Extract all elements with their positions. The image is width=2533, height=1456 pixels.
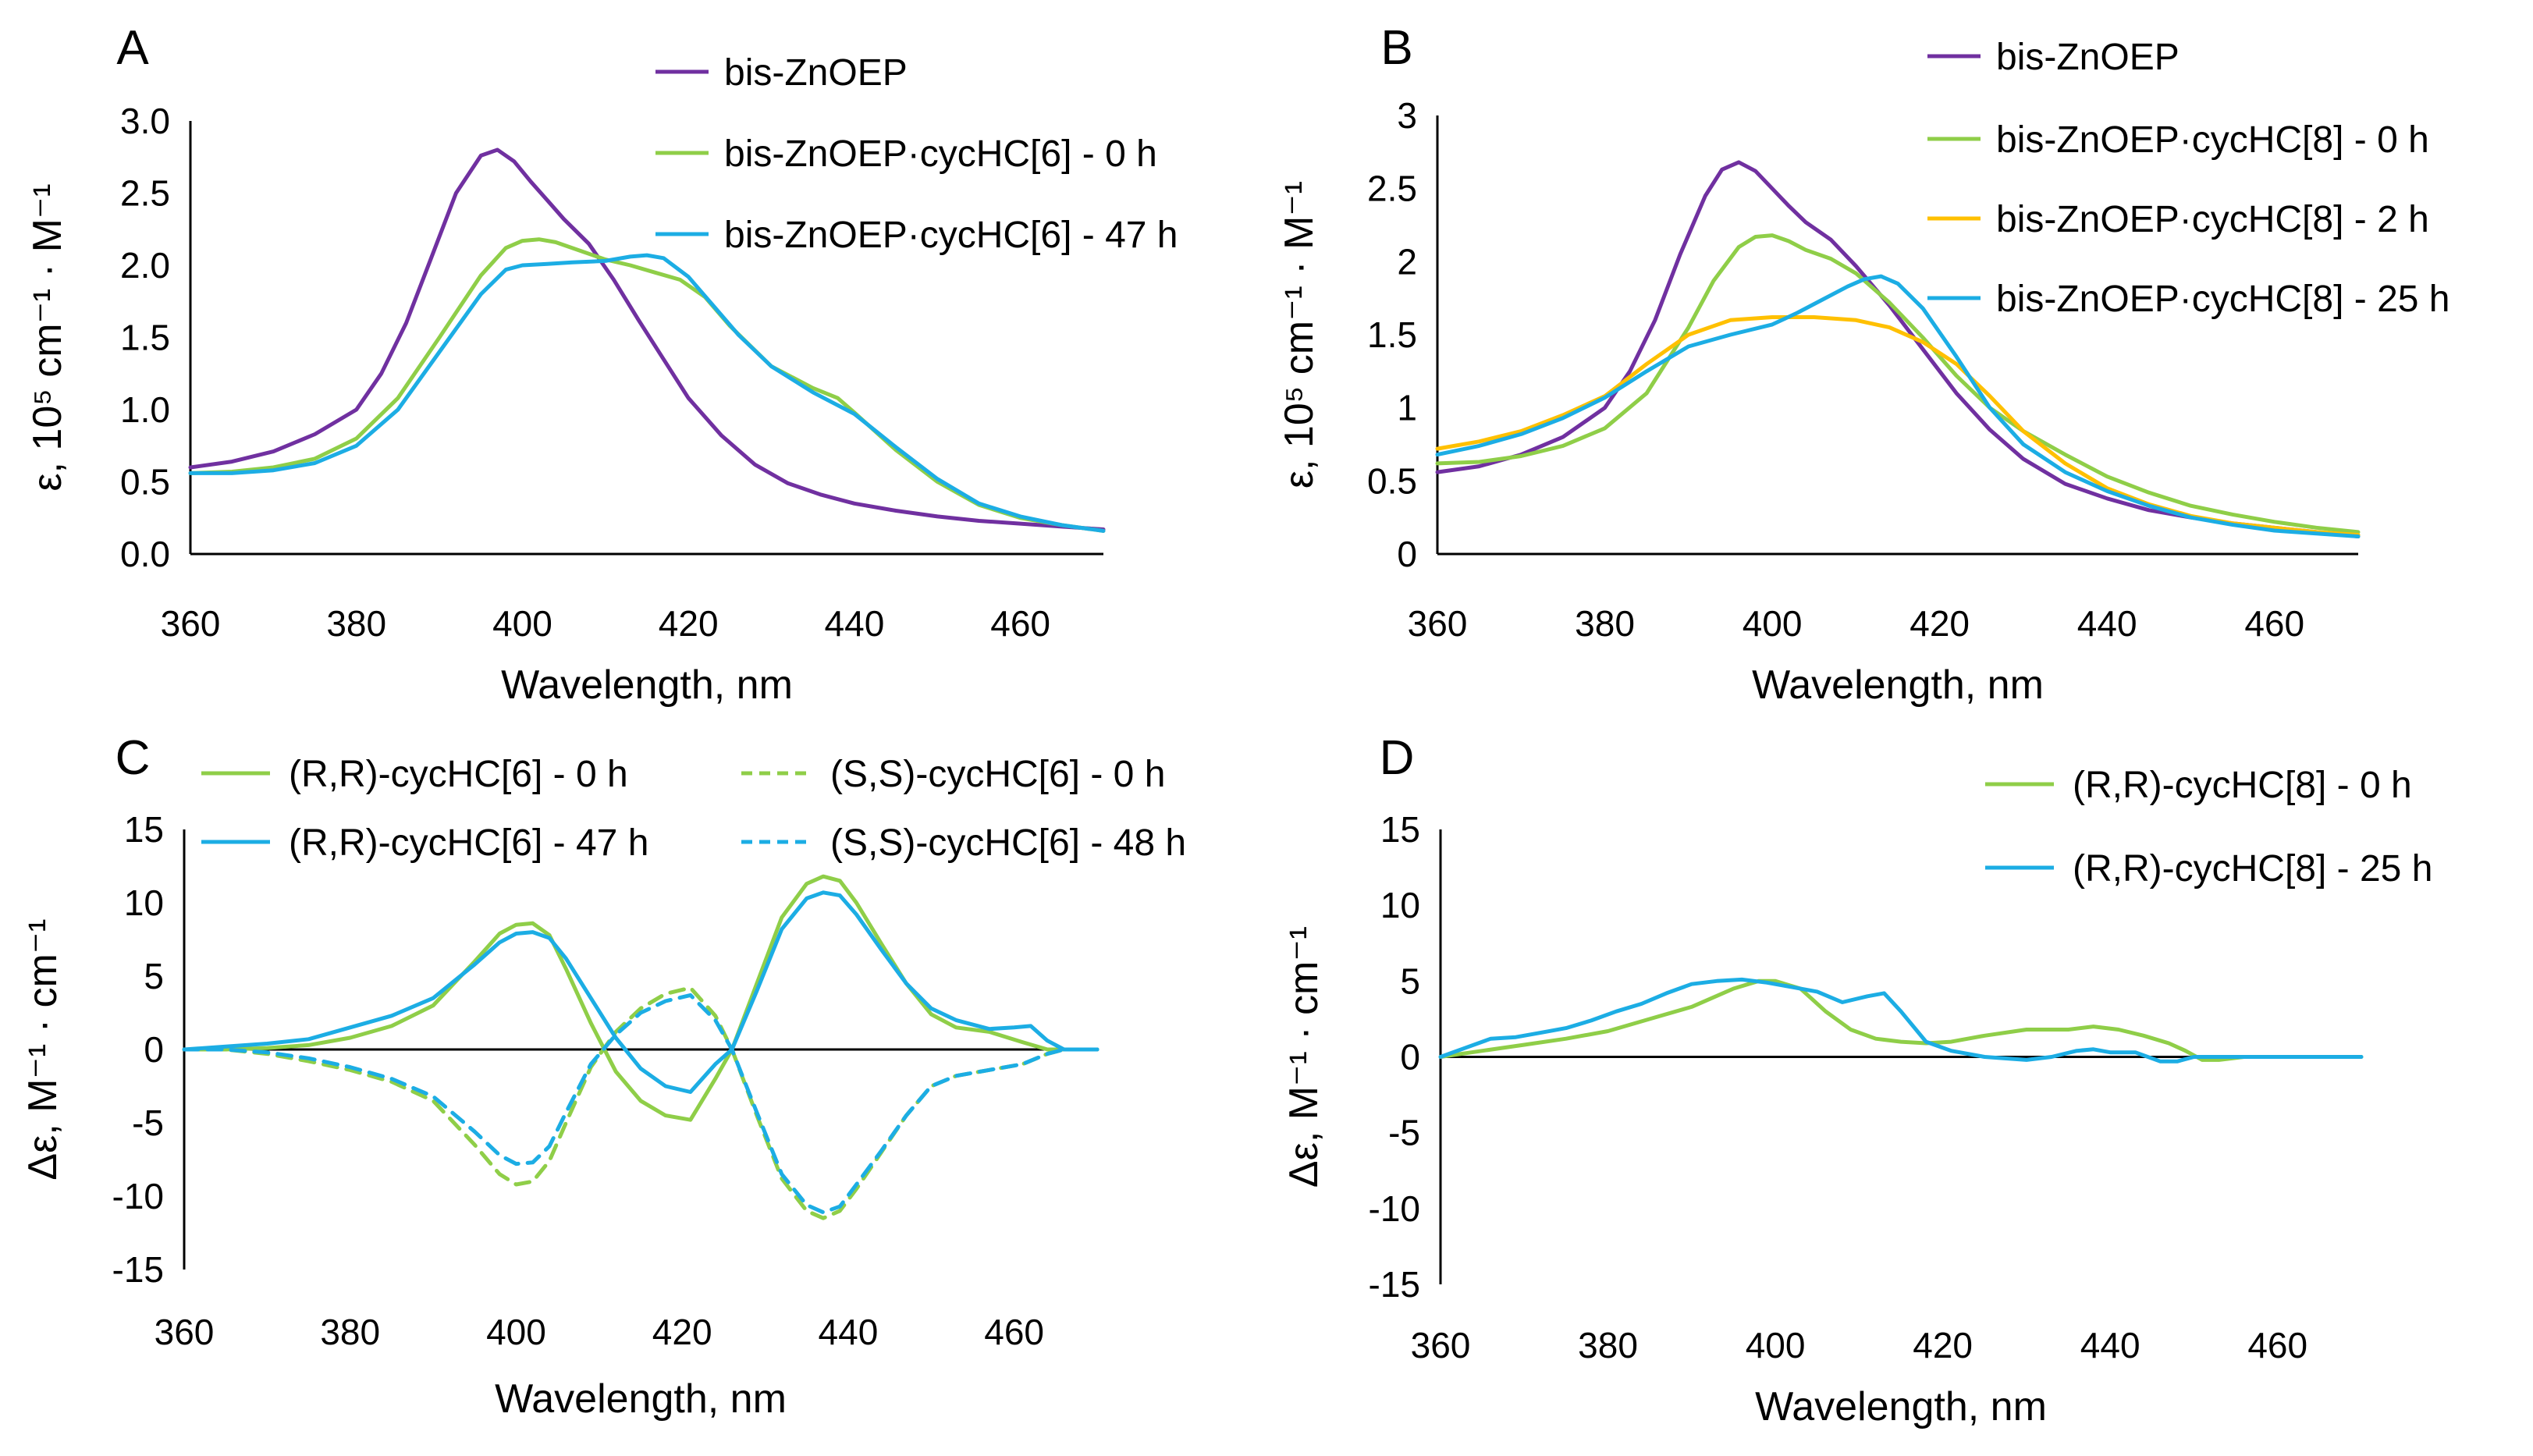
x-tick-label: 380: [320, 1312, 380, 1352]
panel-c: C -15 -10 -5 0 5 10 15 360 380 400 420 440 460 Wavelen…: [20, 731, 1186, 1422]
x-tick-label: 460: [2247, 1325, 2307, 1365]
y-tick-label: 0: [1400, 1037, 1420, 1078]
y-axis-label: Δε, M⁻¹ · cm⁻¹: [1281, 926, 1327, 1188]
legend-entry: bis-ZnOEP·cycHC[6] - 47 h: [724, 215, 1178, 256]
panels: A 0.0 0.5 1.0 1.5 2.0 2.5 3.0 360 380 400 420 440 460…: [20, 21, 2450, 1429]
x-tick-label: 420: [1910, 603, 1970, 644]
x-tick-label: 360: [1408, 603, 1468, 644]
panel-a: A 0.0 0.5 1.0 1.5 2.0 2.5 3.0 360 380 400 420 440 460…: [25, 21, 1178, 708]
x-tick-label: 420: [659, 603, 719, 644]
x-tick-label: 420: [1913, 1325, 1973, 1365]
x-axis-label: Wavelength, nm: [1755, 1384, 2047, 1429]
y-axis-label: Δε, M⁻¹ · cm⁻¹: [20, 918, 66, 1180]
legend-entry: (R,R)-cycHC[8] - 25 h: [2073, 848, 2432, 890]
y-tick-label: 10: [1380, 885, 1420, 925]
x-tick-label: 360: [161, 603, 221, 644]
legend-entry: (R,R)-cycHC[6] - 47 h: [289, 822, 648, 864]
y-tick-label: -5: [1388, 1113, 1420, 1153]
series-line-4: [1435, 274, 2361, 538]
y-tick-label: 1: [1397, 388, 1417, 428]
x-tick-label: 400: [1743, 603, 1803, 644]
legend-entry: bis-ZnOEP: [724, 52, 908, 94]
x-tick-label: 440: [2077, 603, 2137, 644]
y-tick-label: -15: [112, 1249, 164, 1290]
series-line-4: [182, 993, 1100, 1215]
series-line-2: [1438, 977, 2364, 1064]
y-tick-label: 1.5: [120, 318, 170, 358]
y-tick-label: 2: [1397, 241, 1417, 282]
x-tick-label: 420: [652, 1312, 712, 1352]
x-axis-label: Wavelength, nm: [501, 662, 793, 708]
y-tick-label: 3: [1397, 95, 1417, 136]
y-tick-label: 2.5: [1367, 169, 1417, 209]
x-tick-label: 380: [1575, 603, 1635, 644]
y-tick-label: -5: [132, 1103, 164, 1143]
y-tick-label: 1.5: [1367, 314, 1417, 355]
y-tick-label: -10: [1369, 1188, 1420, 1229]
x-axis-label: Wavelength, nm: [495, 1376, 787, 1422]
panel-d: D -15 -10 -5 0 5 10 15 360 380 400 420 440 460 Wavelen…: [1281, 731, 2432, 1429]
y-axis-label: ε, 10⁵ cm⁻¹ · M⁻¹: [1277, 181, 1322, 488]
panel-letter: A: [116, 21, 149, 75]
y-tick-label: 0.5: [1367, 460, 1417, 501]
legend-entry: bis-ZnOEP·cycHC[8] - 2 h: [1996, 199, 2429, 240]
y-tick-label: 5: [1400, 961, 1420, 1001]
panel-b: B 0 0.5 1 1.5 2 2.5 3 360 380 400 420 440 460 Waveleng…: [1277, 21, 2450, 708]
y-tick-label: 0.0: [120, 534, 170, 574]
y-tick-label: 15: [124, 809, 164, 850]
y-tick-label: 0.5: [120, 462, 170, 502]
y-tick-label: -15: [1369, 1264, 1420, 1305]
legend-entry: (R,R)-cycHC[6] - 0 h: [289, 754, 628, 795]
y-tick-label: 2.0: [120, 245, 170, 286]
x-tick-label: 380: [1578, 1325, 1638, 1365]
legend-entry: bis-ZnOEP: [1996, 37, 2180, 78]
panel-letter: B: [1380, 21, 1412, 75]
series-line-1: [188, 147, 1106, 531]
x-tick-label: 380: [326, 603, 386, 644]
series-line-2: [1435, 233, 2361, 534]
x-tick-label: 440: [2080, 1325, 2140, 1365]
y-tick-label: 2.5: [120, 173, 170, 214]
panel-letter: C: [115, 731, 151, 785]
legend-entry: (S,S)-cycHC[6] - 48 h: [830, 822, 1186, 864]
series-line-3: [188, 253, 1106, 533]
x-tick-label: 360: [155, 1312, 215, 1352]
x-tick-label: 360: [1411, 1325, 1471, 1365]
x-tick-label: 400: [486, 1312, 546, 1352]
panel-letter: D: [1380, 731, 1415, 785]
legend-entry: bis-ZnOEP·cycHC[8] - 0 h: [1996, 119, 2429, 161]
legend-entry: bis-ZnOEP·cycHC[8] - 25 h: [1996, 279, 2450, 320]
y-axis-label: ε, 10⁵ cm⁻¹ · M⁻¹: [25, 183, 70, 491]
x-tick-label: 460: [984, 1312, 1044, 1352]
x-tick-label: 400: [1746, 1325, 1806, 1365]
y-tick-label: 10: [124, 882, 164, 923]
x-tick-label: 460: [990, 603, 1050, 644]
legend-entry: (R,R)-cycHC[8] - 0 h: [2073, 765, 2412, 806]
legend-entry: bis-ZnOEP·cycHC[6] - 0 h: [724, 133, 1157, 175]
y-tick-label: 0: [1397, 534, 1417, 574]
x-axis-label: Wavelength, nm: [1752, 662, 2044, 708]
y-tick-label: 5: [144, 956, 164, 996]
series-line-3: [182, 890, 1100, 1094]
x-tick-label: 440: [825, 603, 885, 644]
y-tick-label: 3.0: [120, 101, 170, 141]
y-tick-label: 0: [144, 1029, 164, 1070]
y-tick-label: -10: [112, 1176, 164, 1216]
y-tick-label: 15: [1380, 809, 1420, 850]
x-tick-label: 460: [2244, 603, 2304, 644]
x-tick-label: 400: [492, 603, 552, 644]
series-line-1: [182, 874, 1100, 1122]
legend-entry: (S,S)-cycHC[6] - 0 h: [830, 754, 1165, 795]
series-line-1: [1435, 160, 2361, 538]
x-tick-label: 440: [819, 1312, 879, 1352]
y-tick-label: 1.0: [120, 389, 170, 430]
series-line-2: [188, 237, 1106, 533]
